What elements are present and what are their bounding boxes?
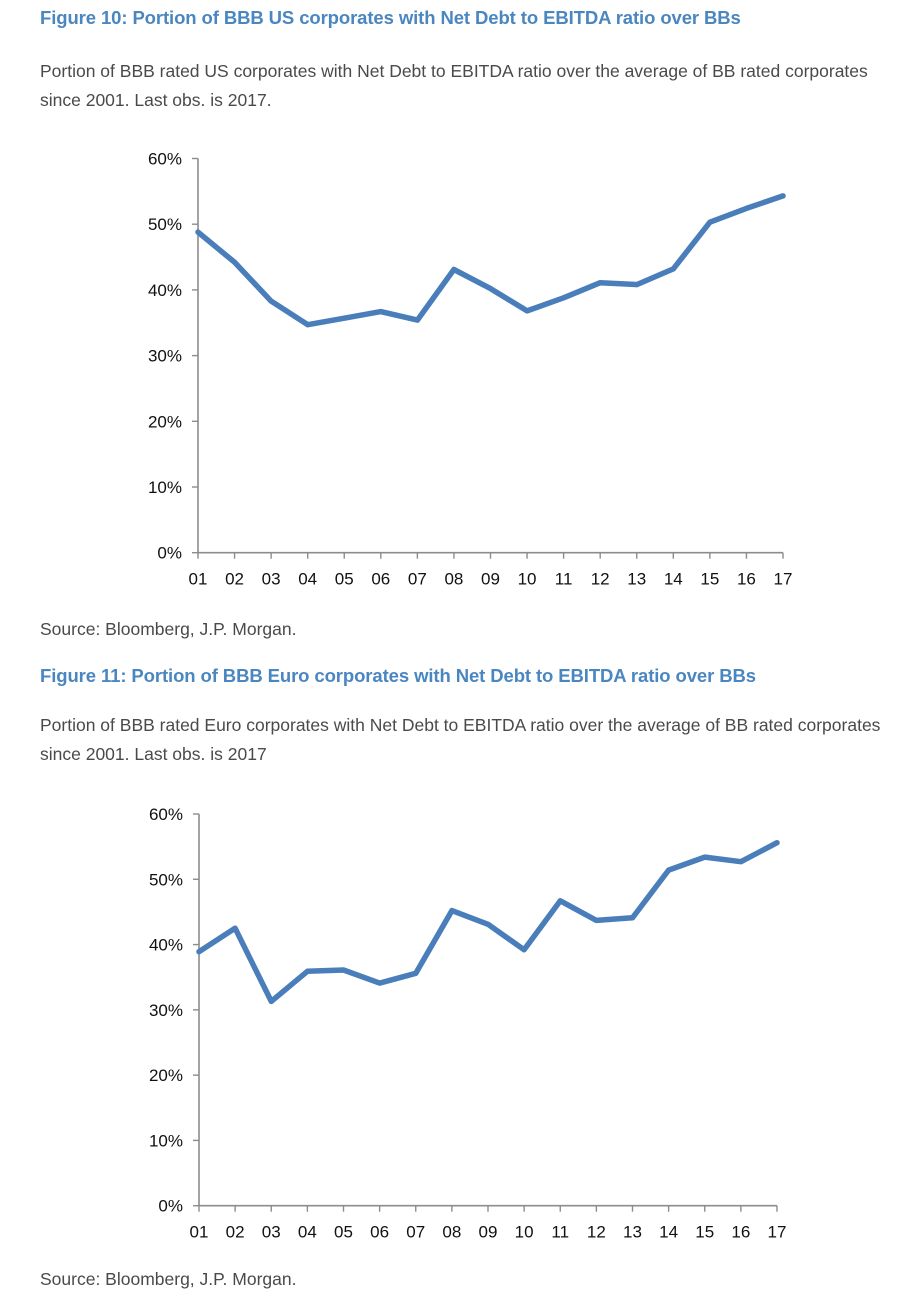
fig11-data-point bbox=[594, 918, 599, 923]
y-tick-label: 60% bbox=[148, 150, 182, 169]
fig11-data-point bbox=[702, 855, 707, 860]
fig11-data-point bbox=[377, 981, 382, 986]
fig10-data-point bbox=[525, 308, 530, 313]
y-tick-label: 40% bbox=[149, 936, 183, 955]
x-tick-label: 04 bbox=[298, 1223, 317, 1242]
fig11-data-point bbox=[558, 898, 563, 903]
x-tick-label: 06 bbox=[370, 1223, 389, 1242]
x-tick-label: 12 bbox=[591, 570, 610, 589]
figure-10-source: Source: Bloomberg, J.P. Morgan. bbox=[40, 619, 297, 639]
fig10-series-line bbox=[195, 193, 786, 328]
y-tick-label: 20% bbox=[148, 412, 182, 431]
fig11-data-point bbox=[413, 971, 418, 976]
figure-10-title: Figure 10: Portion of BBB US corporates … bbox=[40, 7, 741, 28]
fig11-data-point bbox=[233, 926, 238, 931]
x-tick-label: 14 bbox=[659, 1223, 678, 1242]
fig11-series-line bbox=[196, 839, 780, 1005]
y-tick-label: 20% bbox=[149, 1066, 183, 1085]
fig10-data-point bbox=[415, 318, 420, 323]
x-tick-label: 10 bbox=[518, 570, 537, 589]
fig10-data-point bbox=[451, 267, 456, 272]
x-tick-label: 16 bbox=[731, 1223, 750, 1242]
figure-10-description: Portion of BBB rated US corporates with … bbox=[40, 61, 868, 110]
fig11-data-point bbox=[522, 947, 527, 952]
fig11-data-point bbox=[666, 868, 671, 873]
fig11-data-point bbox=[738, 859, 743, 864]
x-tick-label: 06 bbox=[371, 570, 390, 589]
fig11-data-point bbox=[630, 915, 635, 920]
fig10-data-point bbox=[744, 206, 749, 211]
figure-11-title: Figure 11: Portion of BBB Euro corporate… bbox=[40, 665, 756, 686]
y-tick-label: 40% bbox=[148, 281, 182, 300]
x-tick-label: 13 bbox=[627, 570, 646, 589]
fig11-data-point bbox=[197, 949, 202, 954]
fig11-data-point bbox=[341, 968, 346, 973]
x-tick-label: 10 bbox=[515, 1223, 534, 1242]
x-tick-label: 12 bbox=[587, 1223, 606, 1242]
x-tick-label: 01 bbox=[190, 1223, 209, 1242]
x-tick-label: 02 bbox=[225, 570, 244, 589]
fig10-data-point bbox=[707, 220, 712, 225]
fig10-data-point bbox=[634, 282, 639, 287]
fig10-data-point bbox=[561, 295, 566, 300]
x-tick-label: 09 bbox=[481, 570, 500, 589]
fig10-data-point bbox=[378, 309, 383, 314]
x-tick-label: 04 bbox=[298, 570, 317, 589]
x-tick-label: 07 bbox=[408, 570, 427, 589]
x-tick-label: 09 bbox=[479, 1223, 498, 1242]
x-tick-label: 14 bbox=[664, 570, 683, 589]
x-tick-label: 07 bbox=[406, 1223, 425, 1242]
x-tick-label: 11 bbox=[551, 1223, 569, 1242]
x-tick-label: 03 bbox=[262, 570, 281, 589]
y-tick-label: 30% bbox=[148, 347, 182, 366]
y-tick-label: 30% bbox=[149, 1001, 183, 1020]
x-tick-label: 08 bbox=[442, 1223, 461, 1242]
fig10-data-point bbox=[305, 322, 310, 327]
y-tick-label: 10% bbox=[149, 1131, 183, 1150]
y-tick-label: 10% bbox=[148, 478, 182, 497]
x-tick-label: 15 bbox=[695, 1223, 714, 1242]
x-tick-label: 08 bbox=[444, 570, 463, 589]
figure-11-chart: 0% 10% 20% 30% 40% 50% 60% 01 02 03 04 05 06 07 08 09 10… bbox=[149, 805, 787, 1242]
fig10-data-point bbox=[269, 299, 274, 304]
fig11-data-point bbox=[775, 840, 780, 845]
x-tick-label: 15 bbox=[700, 570, 719, 589]
fig10-data-point bbox=[781, 193, 786, 198]
fig11-data-point bbox=[269, 999, 274, 1004]
figure-11-description: Portion of BBB rated Euro corporates wit… bbox=[40, 715, 881, 764]
x-tick-label: 16 bbox=[737, 570, 756, 589]
figure-10-chart: 0% 10% 20% 30% 40% 50% 60% 01 02 03 04 05 06 07 08 09 10… bbox=[148, 150, 793, 589]
y-tick-label: 0% bbox=[157, 544, 182, 563]
fig10-data-point bbox=[488, 286, 493, 291]
y-tick-label: 60% bbox=[149, 805, 183, 824]
x-tick-label: 05 bbox=[335, 570, 354, 589]
fig10-data-point bbox=[598, 280, 603, 285]
y-tick-label: 50% bbox=[149, 870, 183, 889]
figure-11-source: Source: Bloomberg, J.P. Morgan. bbox=[40, 1269, 297, 1289]
fig11-data-point bbox=[486, 922, 491, 927]
x-tick-label: 17 bbox=[774, 570, 793, 589]
fig10-data-point bbox=[342, 316, 347, 321]
x-tick-label: 11 bbox=[555, 570, 573, 589]
fig11-data-point bbox=[449, 908, 454, 913]
x-tick-label: 13 bbox=[623, 1223, 642, 1242]
fig10-data-point bbox=[196, 230, 201, 235]
x-tick-label: 01 bbox=[189, 570, 208, 589]
x-tick-label: 05 bbox=[334, 1223, 353, 1242]
fig10-data-point bbox=[671, 266, 676, 271]
x-tick-label: 02 bbox=[226, 1223, 245, 1242]
y-tick-label: 0% bbox=[158, 1197, 183, 1216]
y-tick-label: 50% bbox=[148, 215, 182, 234]
x-tick-label: 03 bbox=[262, 1223, 281, 1242]
x-tick-label: 17 bbox=[768, 1223, 787, 1242]
fig10-data-point bbox=[232, 260, 237, 265]
fig11-data-point bbox=[305, 969, 310, 974]
